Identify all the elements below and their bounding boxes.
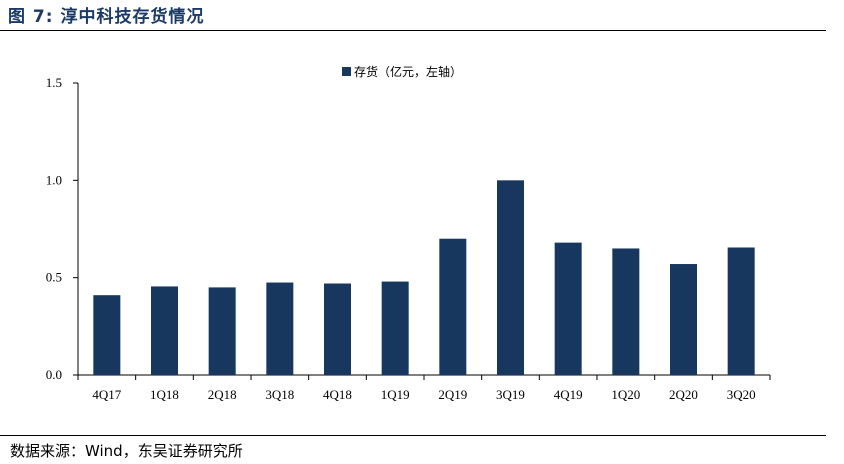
legend-label: 存货（亿元，左轴）	[354, 64, 462, 79]
bar	[670, 264, 697, 375]
bar	[612, 248, 640, 375]
x-tick-label: 4Q18	[323, 387, 352, 402]
bar	[324, 283, 351, 375]
bar	[381, 281, 409, 375]
x-tick-label: 1Q20	[611, 387, 640, 402]
bar	[93, 295, 121, 375]
y-tick-labels: 0.0 0.5 1.0 1.5	[46, 75, 62, 382]
y-tick-label: 0.5	[46, 270, 62, 285]
legend-swatch	[342, 67, 351, 76]
source-note: 数据来源：Wind，东吴证券研究所	[10, 442, 243, 460]
x-tick-label: 1Q18	[150, 387, 179, 402]
bar	[208, 287, 236, 375]
bottom-rule	[0, 435, 826, 436]
bar	[151, 286, 178, 375]
bar	[439, 238, 467, 375]
bar-chart: 存货（亿元，左轴） 4Q17 1Q18 2Q18 3Q18 4Q18 1Q19 2Q19 3Q…	[46, 64, 771, 402]
y-tick-label: 0.0	[46, 367, 62, 382]
y-tick-label: 1.5	[46, 75, 62, 90]
axes	[73, 82, 771, 380]
y-tick-label: 1.0	[46, 172, 62, 187]
figure-title: 图 7: 淳中科技存货情况	[8, 7, 205, 27]
x-tick-label: 3Q18	[265, 387, 294, 402]
x-tick-label: 1Q19	[381, 387, 410, 402]
x-tick-label: 4Q19	[554, 387, 583, 402]
x-tick-label: 3Q19	[496, 387, 525, 402]
x-tick-labels: 4Q17 1Q18 2Q18 3Q18 4Q18 1Q19 2Q19 3Q19 4Q19 1Q20…	[92, 387, 755, 402]
x-tick-label: 2Q19	[438, 387, 467, 402]
bars	[93, 180, 755, 375]
bar	[554, 242, 582, 375]
x-tick-label: 4Q17	[92, 387, 121, 402]
x-tick-label: 3Q20	[727, 387, 756, 402]
bar	[266, 282, 294, 375]
x-tick-label: 2Q18	[208, 387, 237, 402]
top-rule	[0, 30, 826, 31]
legend: 存货（亿元，左轴）	[342, 64, 462, 79]
bar	[727, 247, 755, 375]
bar	[497, 180, 524, 375]
x-tick-label: 2Q20	[669, 387, 698, 402]
